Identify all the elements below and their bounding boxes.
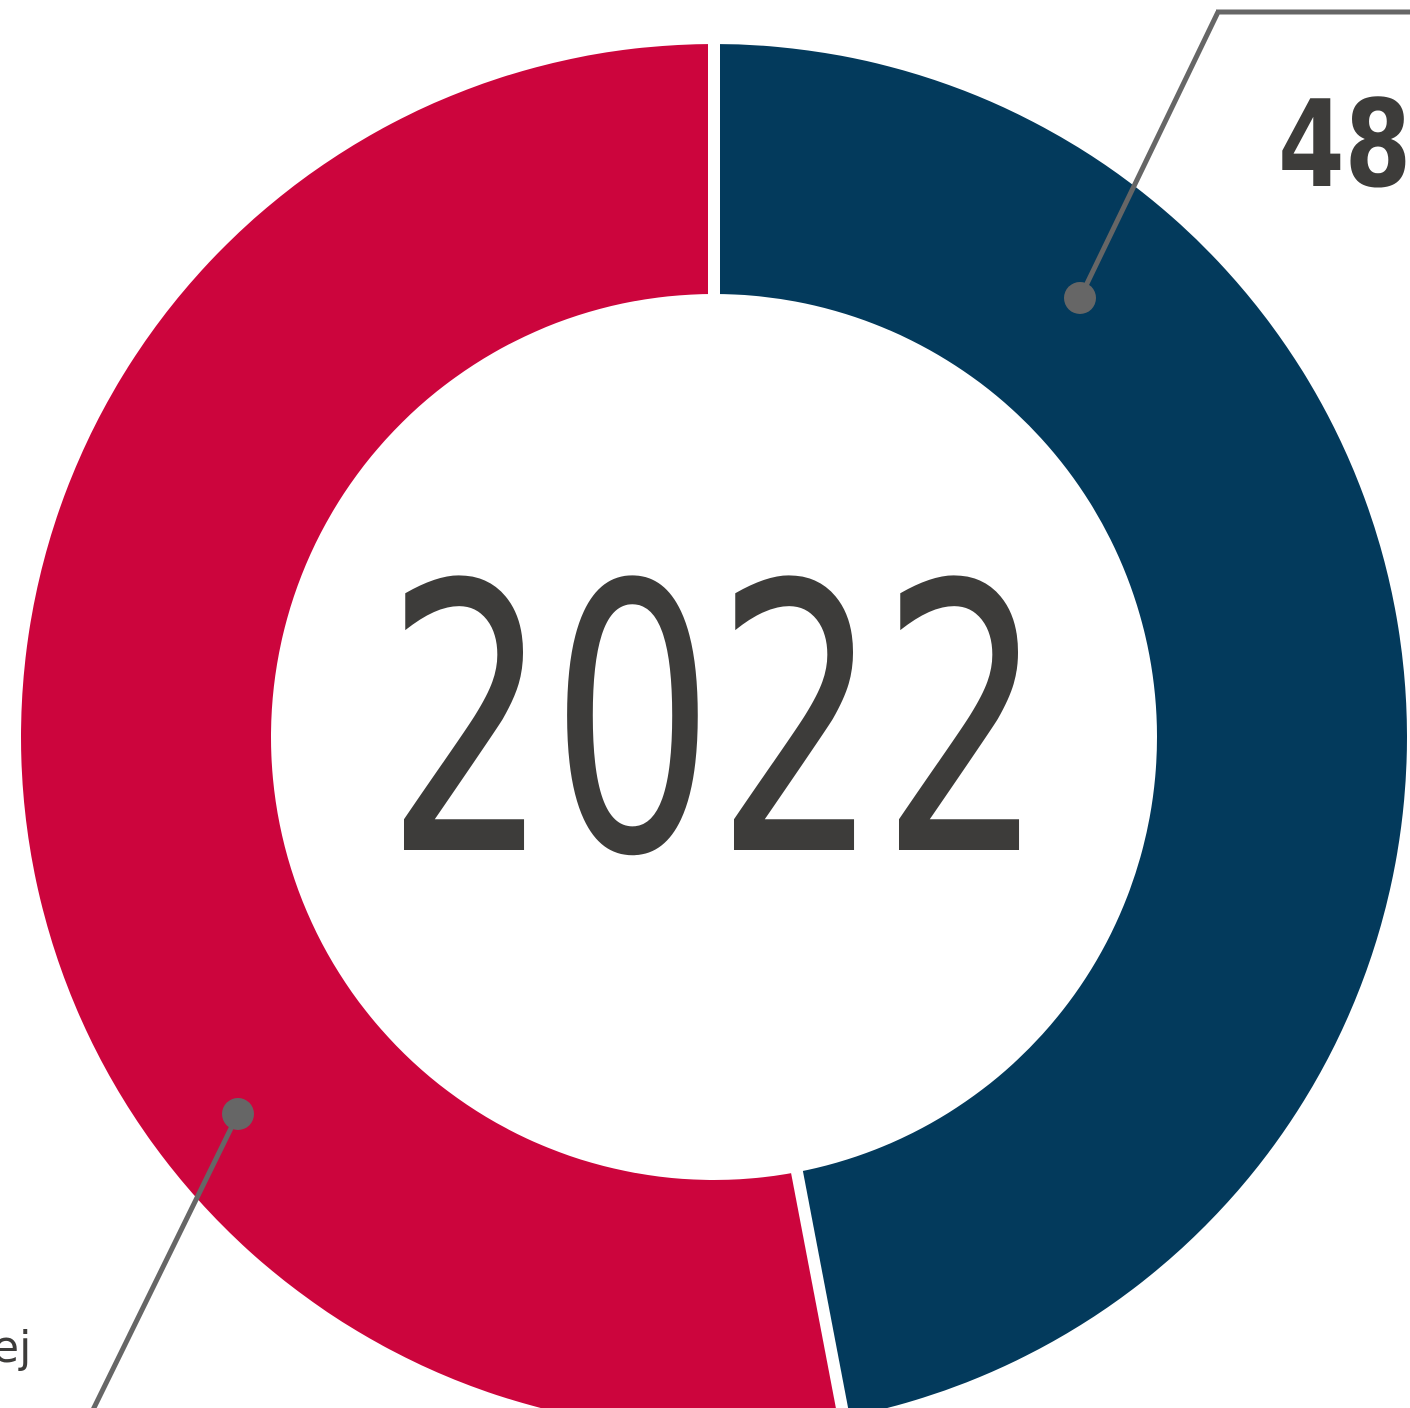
leader-dot [1064, 282, 1096, 314]
leader-line [91, 1112, 241, 1408]
slice-label: ej [0, 1322, 31, 1373]
slice-label: 481 [1278, 76, 1410, 215]
center-label: 2022 [385, 508, 1045, 938]
donut-slice [21, 44, 842, 1408]
slice-separator [790, 1166, 849, 1408]
leader-line [1077, 10, 1221, 300]
donut-slice [714, 44, 1408, 1408]
leader-dot [222, 1098, 254, 1130]
slices [21, 39, 1408, 1408]
